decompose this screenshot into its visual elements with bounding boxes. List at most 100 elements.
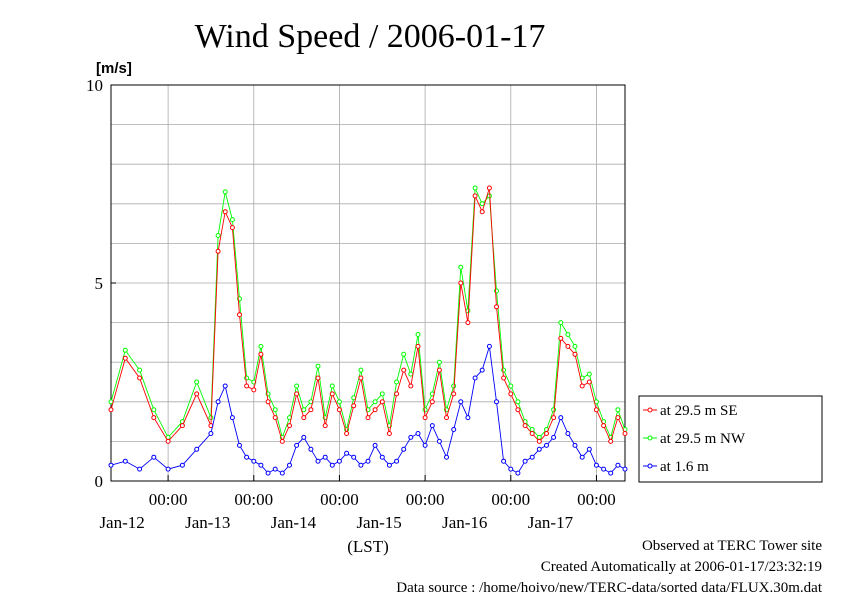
chart-title: Wind Speed / 2006-01-17	[195, 18, 546, 55]
data-point	[222, 209, 228, 215]
data-point	[444, 415, 449, 421]
data-point	[622, 466, 628, 472]
y-axis-label: [m/s]	[96, 60, 132, 77]
data-point	[215, 233, 221, 238]
data-point	[151, 454, 157, 460]
data-point	[208, 431, 214, 436]
data-point	[472, 185, 478, 191]
data-point	[301, 407, 307, 413]
data-point	[244, 454, 250, 460]
data-point	[329, 462, 335, 468]
y-tick-label: 10	[86, 76, 103, 95]
data-point	[601, 466, 607, 472]
legend-entry: at 29.5 m NW	[660, 431, 746, 447]
data-point	[137, 367, 143, 373]
data-point	[572, 343, 578, 349]
data-point	[586, 379, 592, 385]
data-point	[258, 351, 264, 357]
footer-created: Created Automatically at 2006-01-17/23:3…	[541, 559, 822, 575]
data-point	[586, 371, 592, 377]
x-axis-ticks: 00:00Jan-1200:00Jan-1300:00Jan-1400:00Ja…	[99, 475, 616, 532]
x-tick-date-label: Jan-14	[271, 513, 317, 532]
data-point	[372, 407, 378, 413]
data-point	[615, 407, 621, 413]
data-point	[479, 201, 485, 207]
data-point	[165, 466, 171, 472]
data-point	[479, 367, 485, 373]
data-point	[501, 458, 507, 464]
data-point	[336, 458, 342, 464]
data-point	[458, 280, 464, 286]
x-tick-date-label: Jan-16	[442, 513, 487, 532]
data-point	[122, 458, 128, 464]
data-point	[565, 431, 571, 436]
data-point	[508, 466, 514, 472]
data-point	[579, 454, 585, 460]
data-point	[251, 458, 257, 464]
data-point	[458, 264, 464, 270]
x-tick-date-label: Jan-13	[185, 513, 230, 532]
data-point	[237, 312, 242, 318]
data-point	[529, 427, 535, 432]
y-axis-ticks: 0 5 10	[86, 76, 116, 491]
data-point	[508, 391, 514, 397]
data-point	[558, 320, 564, 326]
data-point	[137, 375, 143, 381]
x-tick-date-label: Jan-17	[528, 513, 574, 532]
y-tick-label: 0	[95, 472, 104, 491]
data-point	[308, 407, 314, 413]
data-point	[258, 462, 264, 468]
data-point	[615, 462, 621, 468]
data-point	[358, 375, 364, 381]
data-point	[436, 438, 442, 444]
data-point	[272, 466, 278, 472]
data-point	[622, 431, 628, 436]
data-series	[108, 185, 628, 476]
data-point	[251, 387, 257, 393]
data-point	[194, 379, 200, 385]
data-point	[551, 407, 557, 413]
data-point	[386, 462, 392, 468]
data-point	[593, 407, 599, 413]
legend: at 29.5 m SE at 29.5 m NW at 1.6 m	[643, 403, 746, 475]
x-tick-time-label: 00:00	[491, 490, 530, 509]
data-point	[408, 383, 414, 389]
data-point	[194, 391, 200, 397]
data-point	[222, 383, 228, 389]
data-point	[151, 407, 157, 413]
data-point	[279, 470, 285, 476]
data-point	[258, 343, 264, 349]
footer-observed: Observed at TERC Tower site	[642, 538, 822, 554]
data-point	[394, 391, 400, 397]
data-point	[572, 442, 578, 448]
data-point	[315, 375, 321, 381]
data-point	[108, 462, 114, 468]
data-point	[565, 343, 571, 349]
data-point	[579, 383, 585, 389]
data-point	[379, 454, 385, 460]
data-point	[179, 423, 185, 429]
data-point	[351, 454, 357, 460]
data-point	[322, 454, 328, 460]
data-point	[394, 458, 400, 464]
data-point	[336, 399, 342, 405]
data-point	[422, 442, 428, 448]
data-point	[222, 189, 228, 195]
legend-swatch-marker	[647, 435, 653, 441]
data-point	[451, 427, 457, 432]
data-point	[329, 383, 335, 389]
data-point	[408, 371, 414, 377]
grid-lines	[111, 85, 625, 481]
data-point	[522, 458, 528, 464]
data-point	[336, 407, 342, 413]
data-point	[415, 332, 421, 337]
data-point	[301, 434, 307, 440]
data-point	[551, 434, 557, 440]
data-point	[536, 434, 542, 440]
data-point	[401, 367, 407, 373]
data-point	[372, 442, 378, 448]
data-point	[401, 446, 407, 452]
x-tick-time-label: 00:00	[234, 490, 273, 509]
data-point	[422, 415, 428, 421]
